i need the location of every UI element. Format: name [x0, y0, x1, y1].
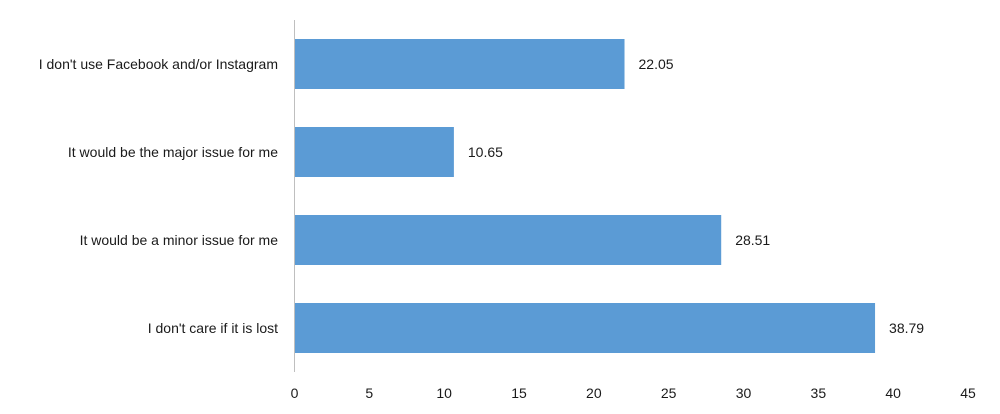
category-label: It would be the major issue for me: [68, 144, 278, 160]
bar: [294, 127, 454, 177]
bars-group: [294, 39, 876, 353]
x-tick-label: 20: [586, 385, 602, 401]
x-tick-label: 5: [365, 385, 373, 401]
category-label: It would be a minor issue for me: [80, 232, 279, 248]
data-label: 38.79: [889, 320, 924, 336]
x-tick-label: 0: [291, 385, 299, 401]
category-label: I don't use Facebook and/or Instagram: [39, 56, 278, 72]
data-label: 22.05: [639, 56, 674, 72]
data-label: 10.65: [468, 144, 503, 160]
x-tick-label: 25: [661, 385, 677, 401]
data-labels: 22.05 10.65 28.51 38.79: [468, 56, 924, 336]
bar: [294, 39, 625, 89]
x-tick-label: 35: [811, 385, 827, 401]
bar: [294, 303, 876, 353]
x-tick-label: 40: [885, 385, 901, 401]
x-tick-label: 10: [436, 385, 452, 401]
x-tick-label: 15: [511, 385, 527, 401]
x-axis-tick-labels: 0 5 10 15 20 25 30 35 40 45: [291, 385, 976, 401]
category-labels: I don't use Facebook and/or Instagram It …: [39, 56, 278, 336]
category-label: I don't care if it is lost: [148, 320, 278, 336]
x-tick-label: 45: [960, 385, 976, 401]
bar: [294, 215, 722, 265]
data-label: 28.51: [735, 232, 770, 248]
x-tick-label: 30: [736, 385, 752, 401]
